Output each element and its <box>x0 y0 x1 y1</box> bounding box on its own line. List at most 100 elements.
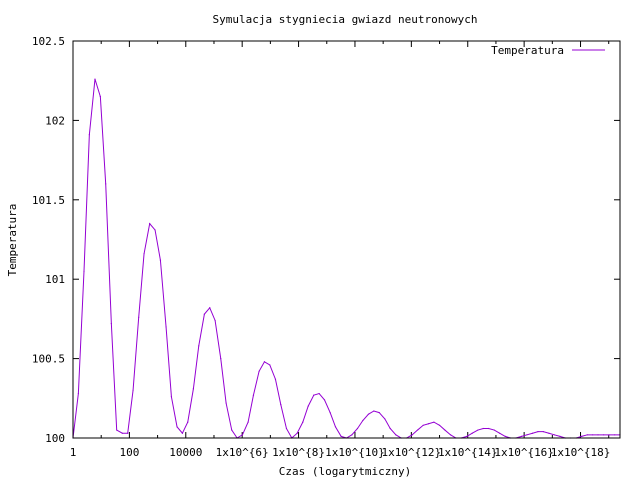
data-point <box>209 307 211 309</box>
data-point <box>438 424 441 426</box>
data-point <box>493 429 495 431</box>
data-point <box>280 404 282 406</box>
x-tick-label-8: 1x10^{16} <box>494 446 554 459</box>
data-point <box>340 435 342 438</box>
x-tick-label-9: 1x10^{18} <box>551 446 611 459</box>
x-tick-label-0: 1 <box>70 446 77 459</box>
data-point <box>121 432 123 434</box>
data-point <box>258 370 260 372</box>
data-point <box>542 431 544 433</box>
data-point <box>356 427 359 430</box>
data-point <box>395 434 397 436</box>
data-point <box>553 434 555 436</box>
data-point <box>608 434 610 436</box>
data-point <box>231 429 233 431</box>
data-point <box>526 434 528 436</box>
data-point <box>165 326 167 328</box>
data-point <box>378 411 380 414</box>
data-point <box>422 424 424 426</box>
y-tick-label-2: 101 <box>45 273 65 286</box>
data-point <box>116 429 118 431</box>
data-point <box>559 435 561 438</box>
data-point <box>521 435 523 438</box>
data-point <box>477 429 479 431</box>
data-point <box>318 392 320 395</box>
data-point <box>411 434 413 436</box>
x-tick-label-4: 1x10^{8} <box>272 446 325 459</box>
data-point <box>499 432 501 434</box>
data-point <box>83 270 85 272</box>
data-point <box>307 405 309 407</box>
y-tick-label-5: 102.5 <box>32 35 65 48</box>
data-point <box>384 418 386 420</box>
data-point <box>187 421 189 423</box>
x-tick-label-1: 100 <box>119 446 139 459</box>
ticks-layer: 1 100 10000 1x10^{6} 1x10^{8} 1x10^{10}1x10^{… <box>32 35 620 459</box>
y-axis-label: Temperatura <box>6 204 19 277</box>
data-point <box>181 432 183 434</box>
data-point <box>531 432 534 434</box>
data-point <box>247 421 249 423</box>
data-point <box>296 432 298 434</box>
data-point <box>592 434 594 436</box>
data-point <box>586 434 588 436</box>
legend: Temperatura <box>491 44 605 57</box>
x-tick-label-6: 1x10^{12} <box>382 446 442 459</box>
data-point <box>149 223 151 225</box>
data-point <box>471 432 473 434</box>
data-point <box>449 434 452 436</box>
data-point <box>313 394 315 396</box>
data-point <box>416 429 419 431</box>
y-tick-label-1: 100.5 <box>32 353 65 366</box>
data-point <box>143 253 145 255</box>
data-point <box>170 396 172 398</box>
x-tick-label-2: 10000 <box>169 446 202 459</box>
series-layer <box>72 78 621 439</box>
data-point <box>329 411 331 414</box>
data-point <box>581 435 583 438</box>
data-point <box>597 434 599 436</box>
data-point <box>433 421 435 423</box>
data-point <box>504 435 506 438</box>
data-point <box>220 358 222 360</box>
data-point <box>159 259 162 261</box>
data-point <box>192 388 194 390</box>
data-point <box>367 413 370 415</box>
y-tick-label-0: 100 <box>45 432 65 445</box>
data-point <box>427 423 430 425</box>
y-tick-label-3: 101.5 <box>32 194 65 207</box>
data-point <box>603 434 605 436</box>
data-point <box>614 434 616 436</box>
x-axis-label: Czas (logarytmiczny) <box>279 465 411 478</box>
data-point <box>198 345 200 347</box>
data-point <box>302 421 304 423</box>
series-line-0 <box>72 78 620 439</box>
data-point <box>351 434 353 436</box>
data-point <box>203 313 205 315</box>
data-point <box>138 316 140 318</box>
data-point <box>263 361 266 363</box>
data-point <box>225 402 227 404</box>
data-point <box>482 427 484 430</box>
x-tick-label-7: 1x10^{14} <box>438 446 498 459</box>
data-point <box>274 378 277 380</box>
data-point <box>252 394 255 396</box>
data-point <box>77 392 79 395</box>
data-point <box>105 183 107 185</box>
data-point <box>269 364 271 366</box>
data-point <box>94 78 96 80</box>
data-point <box>127 432 129 434</box>
data-point <box>285 427 288 430</box>
data-point <box>323 399 326 401</box>
plot-frame <box>72 40 621 439</box>
data-point <box>176 426 178 428</box>
data-point <box>537 431 539 433</box>
x-tick-label-3: 1x10^{6} <box>216 446 269 459</box>
data-point <box>362 419 364 422</box>
data-point <box>466 435 468 438</box>
data-point <box>110 323 112 325</box>
data-point <box>154 229 156 231</box>
data-point <box>88 134 90 136</box>
data-point <box>241 434 244 436</box>
